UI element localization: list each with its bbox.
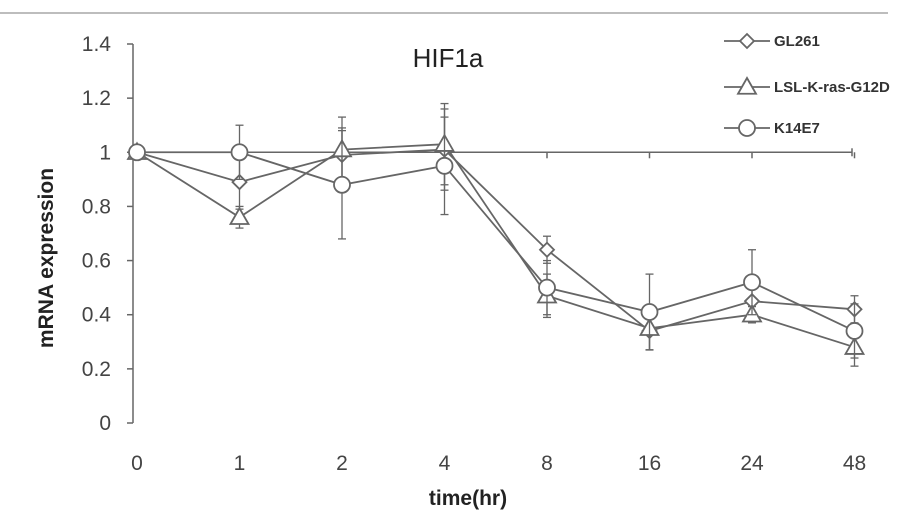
legend-item-k14e7: K14E7	[724, 119, 820, 137]
chart-title: HIF1a	[413, 43, 484, 73]
x-tick-label: 8	[541, 452, 553, 475]
x-tick-label: 0	[131, 452, 143, 475]
data-point-circle	[538, 278, 556, 297]
series-layer	[126, 102, 866, 367]
legend-label: GL261	[774, 33, 820, 50]
legend-marker-diamond	[738, 32, 756, 50]
data-point-triangle	[228, 206, 251, 225]
y-tick-label: 1	[99, 141, 111, 164]
data-point-circle	[128, 143, 146, 162]
plot-area: 00.20.40.60.811.21.40 1 2 4 8 16 24 48	[82, 33, 866, 475]
legend-item-gl261: GL261	[724, 32, 820, 50]
legend-item-lsl-k-ras-g12d: LSL-K-ras-G12D	[724, 76, 890, 96]
x-axis-title: time(hr)	[429, 487, 507, 510]
data-point-circle	[640, 303, 659, 321]
data-point-circle	[435, 156, 454, 175]
series-line	[136, 143, 855, 349]
data-point-circle	[845, 322, 864, 340]
data-point-circle	[333, 175, 351, 194]
data-point-diamond	[538, 241, 556, 259]
series-lsl-k-ras-g12d	[126, 102, 866, 367]
series-k14e7	[128, 116, 864, 359]
y-tick-label: 1.2	[82, 87, 111, 110]
y-tick-label: 1.4	[82, 33, 112, 56]
x-tick-label: 24	[740, 452, 764, 475]
x-tick-label: 16	[638, 452, 661, 475]
y-tick-label: 0.4	[82, 304, 112, 327]
legend-label: LSL-K-ras-G12D	[774, 79, 890, 96]
y-tick-label: 0.6	[82, 250, 111, 273]
legend-marker-triangle	[736, 76, 758, 95]
data-point-diamond	[231, 173, 248, 191]
x-tick-label: 2	[336, 452, 348, 475]
data-point-circle	[743, 273, 761, 292]
y-tick-label: 0	[99, 412, 111, 435]
legend-label: K14E7	[774, 120, 820, 137]
x-tick-label: 4	[439, 452, 451, 475]
series-line	[137, 151, 855, 332]
series-line	[136, 148, 855, 332]
y-tick-label: 0.2	[82, 358, 111, 381]
x-tick-label: 1	[234, 452, 246, 475]
y-tick-label: 0.8	[82, 195, 111, 218]
x-tick-label: 48	[843, 452, 866, 475]
legend-marker-circle	[738, 119, 756, 137]
legend: GL261 LSL-K-ras-G12D K14E7	[724, 32, 890, 137]
y-axis-title: mRNA expression	[35, 168, 58, 348]
data-point-circle	[230, 143, 249, 162]
